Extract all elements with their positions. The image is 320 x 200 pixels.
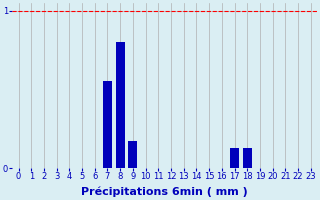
X-axis label: Précipitations 6min ( mm ): Précipitations 6min ( mm ) <box>81 187 248 197</box>
Bar <box>243 148 252 168</box>
Bar <box>116 42 124 168</box>
Bar <box>230 148 239 168</box>
Bar <box>103 81 112 168</box>
Bar <box>128 141 137 168</box>
